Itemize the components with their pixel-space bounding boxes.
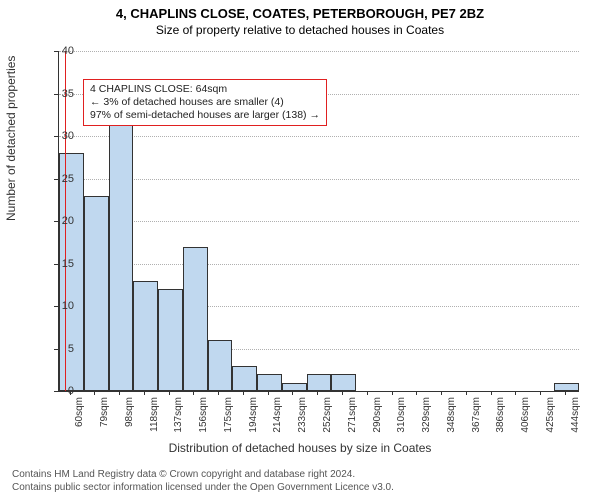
xtick-mark <box>342 391 343 395</box>
xtick-label: 329sqm <box>421 397 432 447</box>
ytick-label: 25 <box>44 173 74 185</box>
histogram-bar <box>158 289 183 391</box>
xtick-mark <box>119 391 120 395</box>
xtick-label: 271sqm <box>347 397 358 447</box>
gridline <box>59 221 579 222</box>
xtick-label: 194sqm <box>248 397 259 447</box>
xtick-label: 310sqm <box>396 397 407 447</box>
ytick-mark <box>54 306 58 307</box>
histogram-bar <box>554 383 579 392</box>
xtick-mark <box>169 391 170 395</box>
histogram-bar <box>257 374 282 391</box>
chart-subtitle: Size of property relative to detached ho… <box>0 21 600 41</box>
chart-container: Number of detached properties 4 CHAPLINS… <box>0 41 600 441</box>
xtick-mark <box>515 391 516 395</box>
xtick-mark <box>392 391 393 395</box>
xtick-label: 348sqm <box>446 397 457 447</box>
xtick-mark <box>292 391 293 395</box>
xtick-label: 367sqm <box>471 397 482 447</box>
annotation-line: 4 CHAPLINS CLOSE: 64sqm <box>90 83 320 96</box>
xtick-label: 290sqm <box>372 397 383 447</box>
xtick-label: 79sqm <box>99 397 110 447</box>
xtick-mark <box>367 391 368 395</box>
annotation-line: 97% of semi-detached houses are larger (… <box>90 109 320 122</box>
ytick-mark <box>54 179 58 180</box>
xtick-mark <box>144 391 145 395</box>
license-line-1: Contains HM Land Registry data © Crown c… <box>12 469 355 480</box>
xtick-mark <box>268 391 269 395</box>
ytick-mark <box>54 221 58 222</box>
ytick-mark <box>54 391 58 392</box>
xtick-label: 118sqm <box>149 397 160 447</box>
ytick-label: 5 <box>44 343 74 355</box>
xtick-mark <box>94 391 95 395</box>
xtick-mark <box>243 391 244 395</box>
xtick-mark <box>565 391 566 395</box>
ytick-mark <box>54 349 58 350</box>
annotation-box: 4 CHAPLINS CLOSE: 64sqm← 3% of detached … <box>83 79 327 126</box>
xtick-label: 60sqm <box>74 397 85 447</box>
histogram-bar <box>282 383 307 392</box>
license-line-2: Contains public sector information licen… <box>12 482 394 493</box>
xtick-label: 386sqm <box>495 397 506 447</box>
license-text: Contains HM Land Registry data © Crown c… <box>12 468 394 494</box>
histogram-bar <box>84 196 109 392</box>
histogram-bar <box>208 340 233 391</box>
xtick-label: 425sqm <box>545 397 556 447</box>
xtick-label: 233sqm <box>297 397 308 447</box>
xtick-mark <box>416 391 417 395</box>
xtick-mark <box>70 391 71 395</box>
xtick-mark <box>466 391 467 395</box>
ytick-label: 30 <box>44 130 74 142</box>
plot-area: 4 CHAPLINS CLOSE: 64sqm← 3% of detached … <box>58 51 579 392</box>
xtick-mark <box>317 391 318 395</box>
histogram-bar <box>183 247 208 392</box>
histogram-bar <box>133 281 158 392</box>
histogram-bar <box>109 119 134 391</box>
xtick-mark <box>218 391 219 395</box>
histogram-bar <box>59 153 84 391</box>
chart-title: 4, CHAPLINS CLOSE, COATES, PETERBOROUGH,… <box>0 0 600 21</box>
xtick-label: 444sqm <box>570 397 581 447</box>
histogram-bar <box>331 374 356 391</box>
xtick-mark <box>441 391 442 395</box>
xtick-label: 137sqm <box>173 397 184 447</box>
ytick-mark <box>54 51 58 52</box>
ytick-label: 10 <box>44 300 74 312</box>
ytick-label: 20 <box>44 215 74 227</box>
ytick-mark <box>54 94 58 95</box>
xtick-mark <box>540 391 541 395</box>
xtick-label: 175sqm <box>223 397 234 447</box>
gridline <box>59 179 579 180</box>
histogram-bar <box>232 366 257 392</box>
y-axis-label: Number of detached properties <box>4 56 18 221</box>
ytick-label: 35 <box>44 88 74 100</box>
ytick-mark <box>54 136 58 137</box>
ytick-mark <box>54 264 58 265</box>
ytick-label: 15 <box>44 258 74 270</box>
ytick-label: 40 <box>44 45 74 57</box>
xtick-label: 156sqm <box>198 397 209 447</box>
annotation-line: ← 3% of detached houses are smaller (4) <box>90 96 320 109</box>
xtick-label: 252sqm <box>322 397 333 447</box>
xtick-mark <box>491 391 492 395</box>
xtick-label: 214sqm <box>272 397 283 447</box>
histogram-bar <box>307 374 332 391</box>
gridline <box>59 51 579 52</box>
xtick-label: 98sqm <box>124 397 135 447</box>
gridline <box>59 136 579 137</box>
xtick-mark <box>193 391 194 395</box>
gridline <box>59 264 579 265</box>
xtick-label: 406sqm <box>520 397 531 447</box>
